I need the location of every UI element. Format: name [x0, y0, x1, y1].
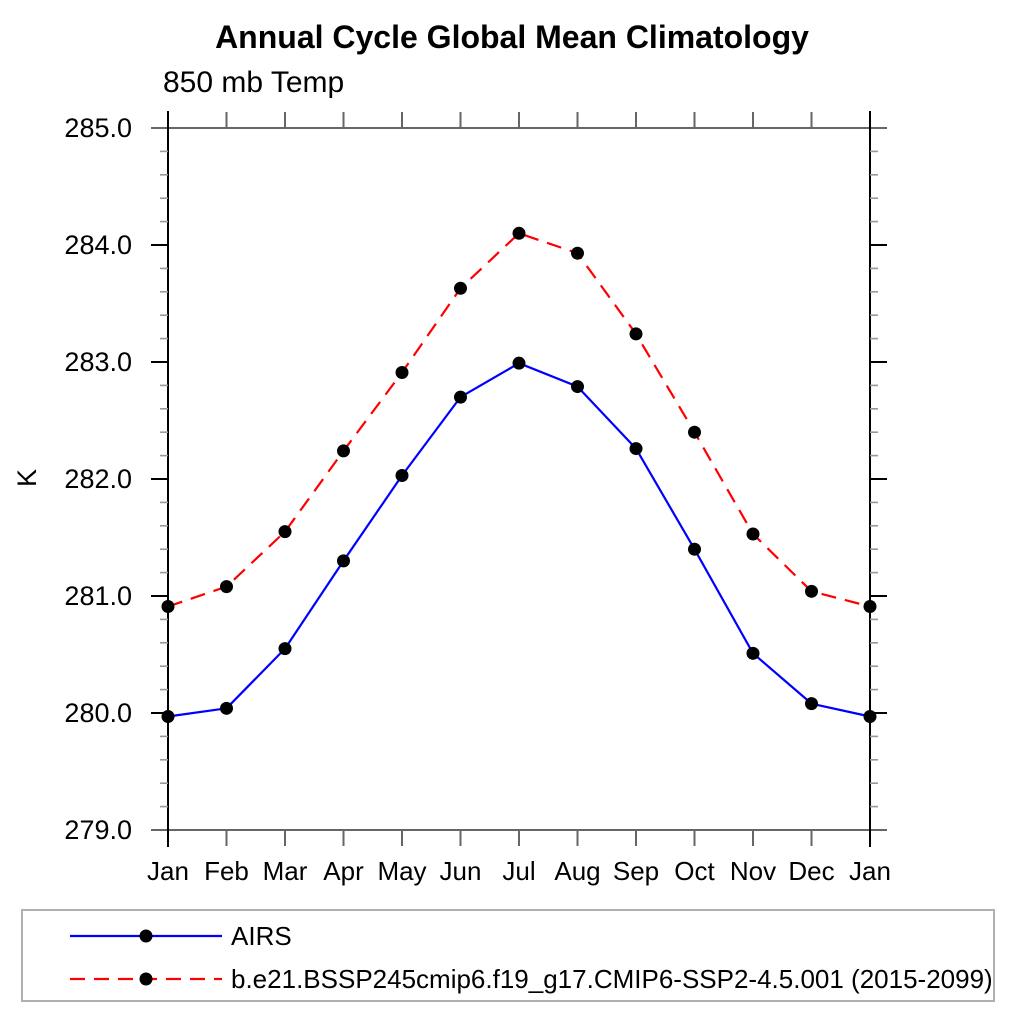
data-point-0 — [220, 701, 233, 715]
data-point-1 — [571, 246, 584, 260]
y-tick-label: 280.0 — [64, 698, 132, 728]
data-point-0 — [278, 642, 292, 656]
data-point-0 — [512, 356, 526, 370]
chart-title: Annual Cycle Global Mean Climatology — [215, 19, 809, 55]
x-tick-label: Jan — [147, 856, 189, 886]
data-point-1 — [337, 444, 350, 458]
y-tick-labels: 279.0 280.0 281.0 282.0 283.0 284.0 285.0 — [64, 113, 132, 845]
x-tick-label: May — [377, 856, 426, 886]
chart-subtitle: 850 mb Temp — [163, 66, 345, 99]
legend-label-model: b.e21.BSSP245cmip6.f19_g17.CMIP6-SSP2-4.… — [231, 963, 993, 994]
data-point-0 — [746, 646, 760, 660]
y-tick-label: 285.0 — [64, 113, 132, 143]
x-tick-label: Oct — [674, 856, 715, 886]
series-line-0 — [167, 362, 871, 718]
data-point-0 — [337, 554, 350, 568]
data-point-1 — [220, 580, 233, 594]
legend: AIRS b.e21.BSSP245cmip6.f19_g17.CMIP6-SS… — [21, 909, 995, 1002]
data-point-1 — [395, 366, 409, 380]
data-point-0 — [629, 442, 643, 456]
legend-entry-airs: AIRS — [70, 921, 292, 951]
x-tick-label: Dec — [788, 856, 834, 886]
data-point-0 — [161, 710, 175, 724]
legend-label-airs: AIRS — [231, 920, 292, 951]
data-point-0 — [395, 468, 409, 482]
x-tick-label: Jul — [502, 856, 535, 886]
data-point-1 — [278, 525, 292, 539]
data-point-1 — [688, 425, 701, 439]
legend-entry-model: b.e21.BSSP245cmip6.f19_g17.CMIP6-SSP2-4.… — [70, 964, 993, 994]
series-line-1 — [167, 232, 871, 608]
data-point-1 — [161, 600, 175, 614]
x-tick-labels: Jan Feb Mar Apr May Jun Jul Aug Sep Oct Nov Dec Jan — [147, 856, 891, 886]
x-tick-label: Feb — [204, 856, 249, 886]
x-tick-label: Jan — [849, 856, 891, 886]
legend-marker-dot — [139, 972, 153, 986]
data-point-1 — [805, 584, 818, 598]
data-point-0 — [454, 390, 467, 404]
data-point-0 — [805, 697, 818, 711]
data-point-0 — [863, 710, 877, 724]
data-point-0 — [688, 542, 701, 556]
x-tick-label: Apr — [323, 856, 364, 886]
data-point-1 — [512, 226, 526, 240]
y-tick-label: 283.0 — [64, 347, 132, 377]
legend-line-sample-model — [70, 972, 222, 986]
x-tick-label: Nov — [730, 856, 776, 886]
data-point-1 — [746, 527, 760, 541]
y-tick-label: 282.0 — [64, 464, 132, 494]
data-point-1 — [454, 281, 467, 295]
x-tick-label: Sep — [613, 856, 659, 886]
legend-marker-dot — [139, 929, 153, 943]
legend-line-sample-airs — [70, 929, 222, 943]
data-series — [161, 226, 877, 724]
y-tick-label: 284.0 — [64, 230, 132, 260]
data-point-1 — [629, 327, 643, 341]
y-tick-label: 279.0 — [64, 815, 132, 845]
data-point-1 — [863, 600, 877, 614]
y-axis-label: K — [12, 469, 42, 487]
y-tick-label: 281.0 — [64, 581, 132, 611]
x-tick-label: Jun — [440, 856, 482, 886]
axis-ticks — [151, 112, 887, 846]
plot-frame — [151, 111, 887, 847]
x-tick-label: Mar — [263, 856, 308, 886]
data-point-0 — [571, 380, 584, 394]
x-tick-label: Aug — [554, 856, 600, 886]
